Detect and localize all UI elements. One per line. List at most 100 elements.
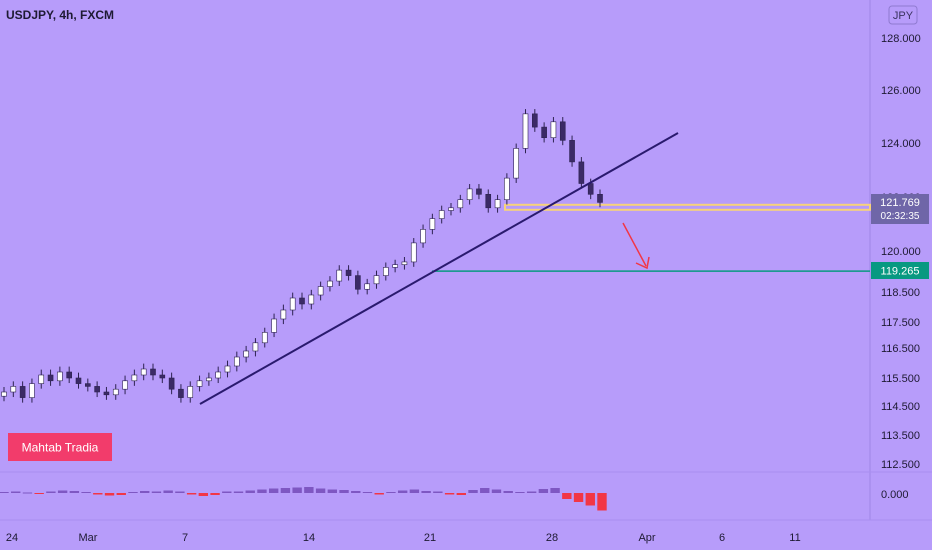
candle-body: [345, 269, 352, 276]
oscillator-bar: [210, 493, 220, 495]
candle-body: [243, 350, 249, 358]
price-tick-label: 120.000: [881, 246, 921, 258]
oscillator-bar: [351, 491, 361, 493]
oscillator-bar: [491, 489, 502, 493]
oscillator-bar: [327, 489, 338, 493]
brand-badge-label: Mahtab Tradia: [22, 441, 99, 455]
candle-body: [587, 183, 594, 195]
candle-body: [168, 377, 175, 390]
candle-body: [10, 386, 17, 393]
candle-body: [476, 188, 482, 195]
oscillator-bar: [280, 488, 291, 493]
candle-body: [131, 374, 138, 382]
time-tick-label: Apr: [638, 532, 655, 544]
oscillator-bar: [268, 488, 279, 493]
price-tick-label: 124.000: [881, 138, 921, 150]
time-tick-label: 28: [546, 532, 558, 544]
candle-body: [327, 280, 333, 287]
price-tick-label: 116.500: [881, 343, 920, 355]
candle-body: [178, 388, 184, 398]
candle-body: [234, 356, 240, 367]
oscillator-bar: [550, 488, 560, 493]
candle-body: [206, 377, 212, 382]
oscillator-bar: [186, 493, 197, 495]
candle-body: [271, 318, 277, 333]
oscillator-zero-label: 0.000: [881, 489, 909, 501]
candle-body: [289, 297, 296, 311]
candle-body: [103, 391, 110, 396]
oscillator-bar: [503, 491, 513, 493]
candle-body: [550, 121, 557, 139]
candle-body: [224, 365, 231, 373]
countdown-label: 02:32:35: [881, 211, 920, 222]
oscillator-bar: [468, 490, 478, 493]
price-tick-label: 114.500: [881, 401, 920, 413]
candles-layer: [1, 109, 603, 403]
candle-body: [466, 188, 473, 200]
candle-body: [308, 294, 315, 305]
candle-body: [559, 121, 566, 141]
oscillator-bar: [46, 491, 56, 493]
price-tick-label: 113.500: [881, 430, 920, 442]
oscillator-bar: [526, 491, 537, 493]
oscillator-bar: [409, 489, 420, 493]
last-price-label: 121.769: [880, 197, 920, 209]
oscillator-bar: [140, 491, 150, 493]
oscillator-bar: [22, 492, 33, 494]
candle-body: [299, 297, 305, 305]
oscillator-bar: [515, 492, 525, 493]
target-price-label: 119.265: [881, 266, 920, 278]
oscillator-bars: [0, 487, 607, 511]
oscillator-bar: [292, 487, 302, 493]
price-tick-label: 126.000: [881, 85, 921, 97]
oscillator-bar: [374, 493, 384, 495]
candle-body: [485, 194, 492, 209]
candle-body: [196, 380, 203, 387]
price-tick-label: 115.500: [881, 373, 920, 385]
time-tick-label: Mar: [79, 532, 98, 544]
candle-body: [504, 177, 510, 201]
candle-body: [410, 242, 417, 263]
candle-body: [317, 286, 324, 296]
oscillator-bar: [433, 491, 443, 493]
oscillator-bar: [573, 493, 584, 502]
time-tick-label: 11: [789, 532, 800, 544]
oscillator-bar: [257, 489, 267, 493]
candle-body: [29, 383, 35, 398]
candle-body: [122, 380, 128, 390]
oscillator-bar: [538, 489, 549, 493]
oscillator-bar: [562, 493, 572, 499]
oscillator-bar: [116, 493, 126, 495]
support-zone[interactable]: [504, 203, 871, 211]
oscillator-bar: [362, 492, 373, 493]
candle-body: [187, 386, 194, 398]
oscillator-bar: [57, 490, 68, 493]
oscillator-bar: [233, 491, 244, 493]
oscillator-bar: [34, 493, 44, 494]
candle-body: [66, 371, 72, 379]
oscillator-bar: [397, 490, 408, 493]
candle-body: [541, 126, 547, 138]
candle-body: [438, 210, 445, 219]
candle-body: [75, 377, 82, 384]
candle-body: [252, 342, 259, 352]
oscillator-bar: [421, 491, 431, 493]
price-tick-label: 112.500: [881, 459, 920, 471]
trend-line[interactable]: [199, 132, 679, 405]
price-tick-label: 118.500: [881, 287, 920, 299]
candle-body: [47, 374, 54, 382]
oscillator-bar: [0, 492, 9, 493]
oscillator-bar: [386, 492, 396, 493]
candle-body: [159, 374, 166, 379]
candle-body: [392, 264, 398, 268]
time-tick-label: 14: [303, 532, 315, 544]
oscillator-bar: [444, 493, 455, 495]
candle-body: [448, 207, 454, 211]
candle-body: [19, 386, 26, 398]
oscillator-bar: [128, 492, 138, 493]
oscillator-bar: [81, 492, 91, 493]
currency-button[interactable]: [888, 5, 918, 25]
candle-body: [401, 261, 408, 265]
